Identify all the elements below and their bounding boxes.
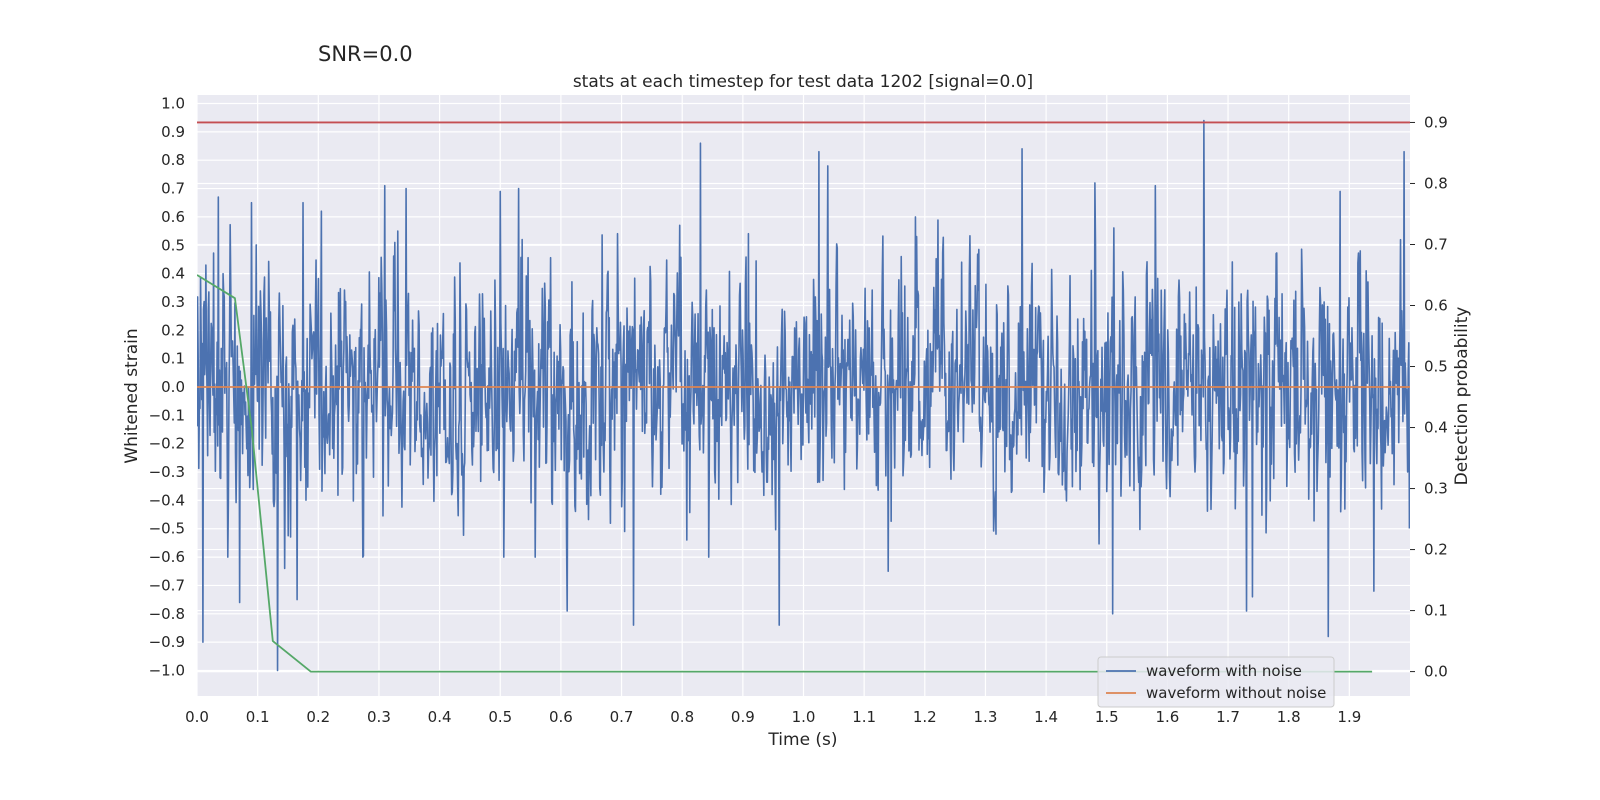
y-tick-label-6: 0.4	[161, 265, 185, 283]
x-tick-label-5: 0.5	[488, 708, 512, 726]
x-tick-label-4: 0.4	[428, 708, 452, 726]
x-tick-label-6: 0.6	[549, 708, 573, 726]
x-axis-label: Time (s)	[767, 730, 837, 750]
x-tick-label-0: 0.0	[185, 708, 209, 726]
y2-axis-ticks: 0.9 0.8 0.7 0.6 0.5 0.4 0.3 0.2 0.1 0.0	[1410, 113, 1448, 681]
y2-axis-label: Detection probability	[1452, 307, 1472, 486]
y2-tick-label-7: 0.2	[1424, 541, 1448, 559]
x-tick-label-17: 1.7	[1216, 708, 1240, 726]
y-tick-label-14: −0.4	[149, 491, 185, 509]
y2-tick-label-9: 0.0	[1424, 663, 1448, 681]
x-tick-label-16: 1.6	[1155, 708, 1179, 726]
y-tick-label-18: −0.8	[149, 605, 185, 623]
y-tick-label-19: −0.9	[149, 633, 185, 651]
x-tick-label-9: 0.9	[731, 708, 755, 726]
legend-label-0: waveform with noise	[1146, 662, 1302, 680]
chart-title: stats at each timestep for test data 120…	[573, 72, 1033, 92]
y-axis-label: Whitened strain	[122, 328, 142, 463]
y2-tick-label-3: 0.6	[1424, 297, 1448, 315]
y2-tick-label-0: 0.9	[1424, 113, 1448, 131]
y-tick-label-7: 0.3	[161, 293, 185, 311]
y2-tick-label-2: 0.7	[1424, 235, 1448, 253]
x-tick-label-13: 1.3	[974, 708, 998, 726]
x-tick-label-11: 1.1	[852, 708, 876, 726]
x-tick-label-7: 0.7	[610, 708, 634, 726]
y-tick-label-8: 0.2	[161, 321, 185, 339]
y-axis-ticks: 1.0 0.9 0.8 0.7 0.6 0.5 0.4 0.3 0.2 0.1 0.0 −0.1 −0.…	[149, 95, 185, 680]
y-tick-label-12: −0.2	[149, 435, 185, 453]
series-layer	[197, 119, 1410, 673]
x-tick-label-1: 0.1	[246, 708, 270, 726]
x-tick-label-10: 1.0	[792, 708, 816, 726]
legend: waveform with noise waveform without nois…	[1097, 656, 1335, 708]
x-tick-label-15: 1.5	[1095, 708, 1119, 726]
y2-tick-label-6: 0.3	[1424, 480, 1448, 498]
y-tick-label-15: −0.5	[149, 520, 185, 538]
y2-tick-label-1: 0.8	[1424, 174, 1448, 192]
y-tick-label-0: 1.0	[161, 95, 185, 113]
y-tick-label-13: −0.3	[149, 463, 185, 481]
y-tick-label-9: 0.1	[161, 350, 185, 368]
x-tick-label-18: 1.8	[1277, 708, 1301, 726]
x-tick-label-2: 0.2	[306, 708, 330, 726]
y-tick-label-4: 0.6	[161, 208, 185, 226]
y-tick-label-11: −0.1	[149, 406, 185, 424]
y-tick-label-20: −1.0	[149, 661, 185, 679]
x-tick-label-12: 1.2	[913, 708, 937, 726]
x-axis-ticks: 0.0 0.1 0.2 0.3 0.4 0.5 0.6 0.7 0.8 0.9 1.0 1.1 1.2 1…	[185, 708, 1361, 726]
y-tick-label-5: 0.5	[161, 236, 185, 254]
x-tick-label-14: 1.4	[1034, 708, 1058, 726]
x-tick-label-3: 0.3	[367, 708, 391, 726]
y-tick-label-1: 0.9	[161, 123, 185, 141]
y-tick-label-10: 0.0	[161, 378, 185, 396]
legend-box	[1097, 656, 1335, 708]
y2-tick-label-5: 0.4	[1424, 419, 1448, 437]
series-line-waveform-with-noise	[197, 119, 1410, 672]
x-tick-label-8: 0.8	[670, 708, 694, 726]
x-tick-label-19: 1.9	[1337, 708, 1361, 726]
series-line-series-2	[197, 274, 1373, 673]
y-tick-label-3: 0.7	[161, 180, 185, 198]
y-tick-label-17: −0.7	[149, 576, 185, 594]
suptitle: SNR=0.0	[318, 42, 413, 66]
y2-tick-label-4: 0.5	[1424, 358, 1448, 376]
y-tick-label-2: 0.8	[161, 151, 185, 169]
y-tick-label-16: −0.6	[149, 548, 185, 566]
legend-label-1: waveform without noise	[1146, 684, 1326, 702]
y2-tick-label-8: 0.1	[1424, 602, 1448, 620]
